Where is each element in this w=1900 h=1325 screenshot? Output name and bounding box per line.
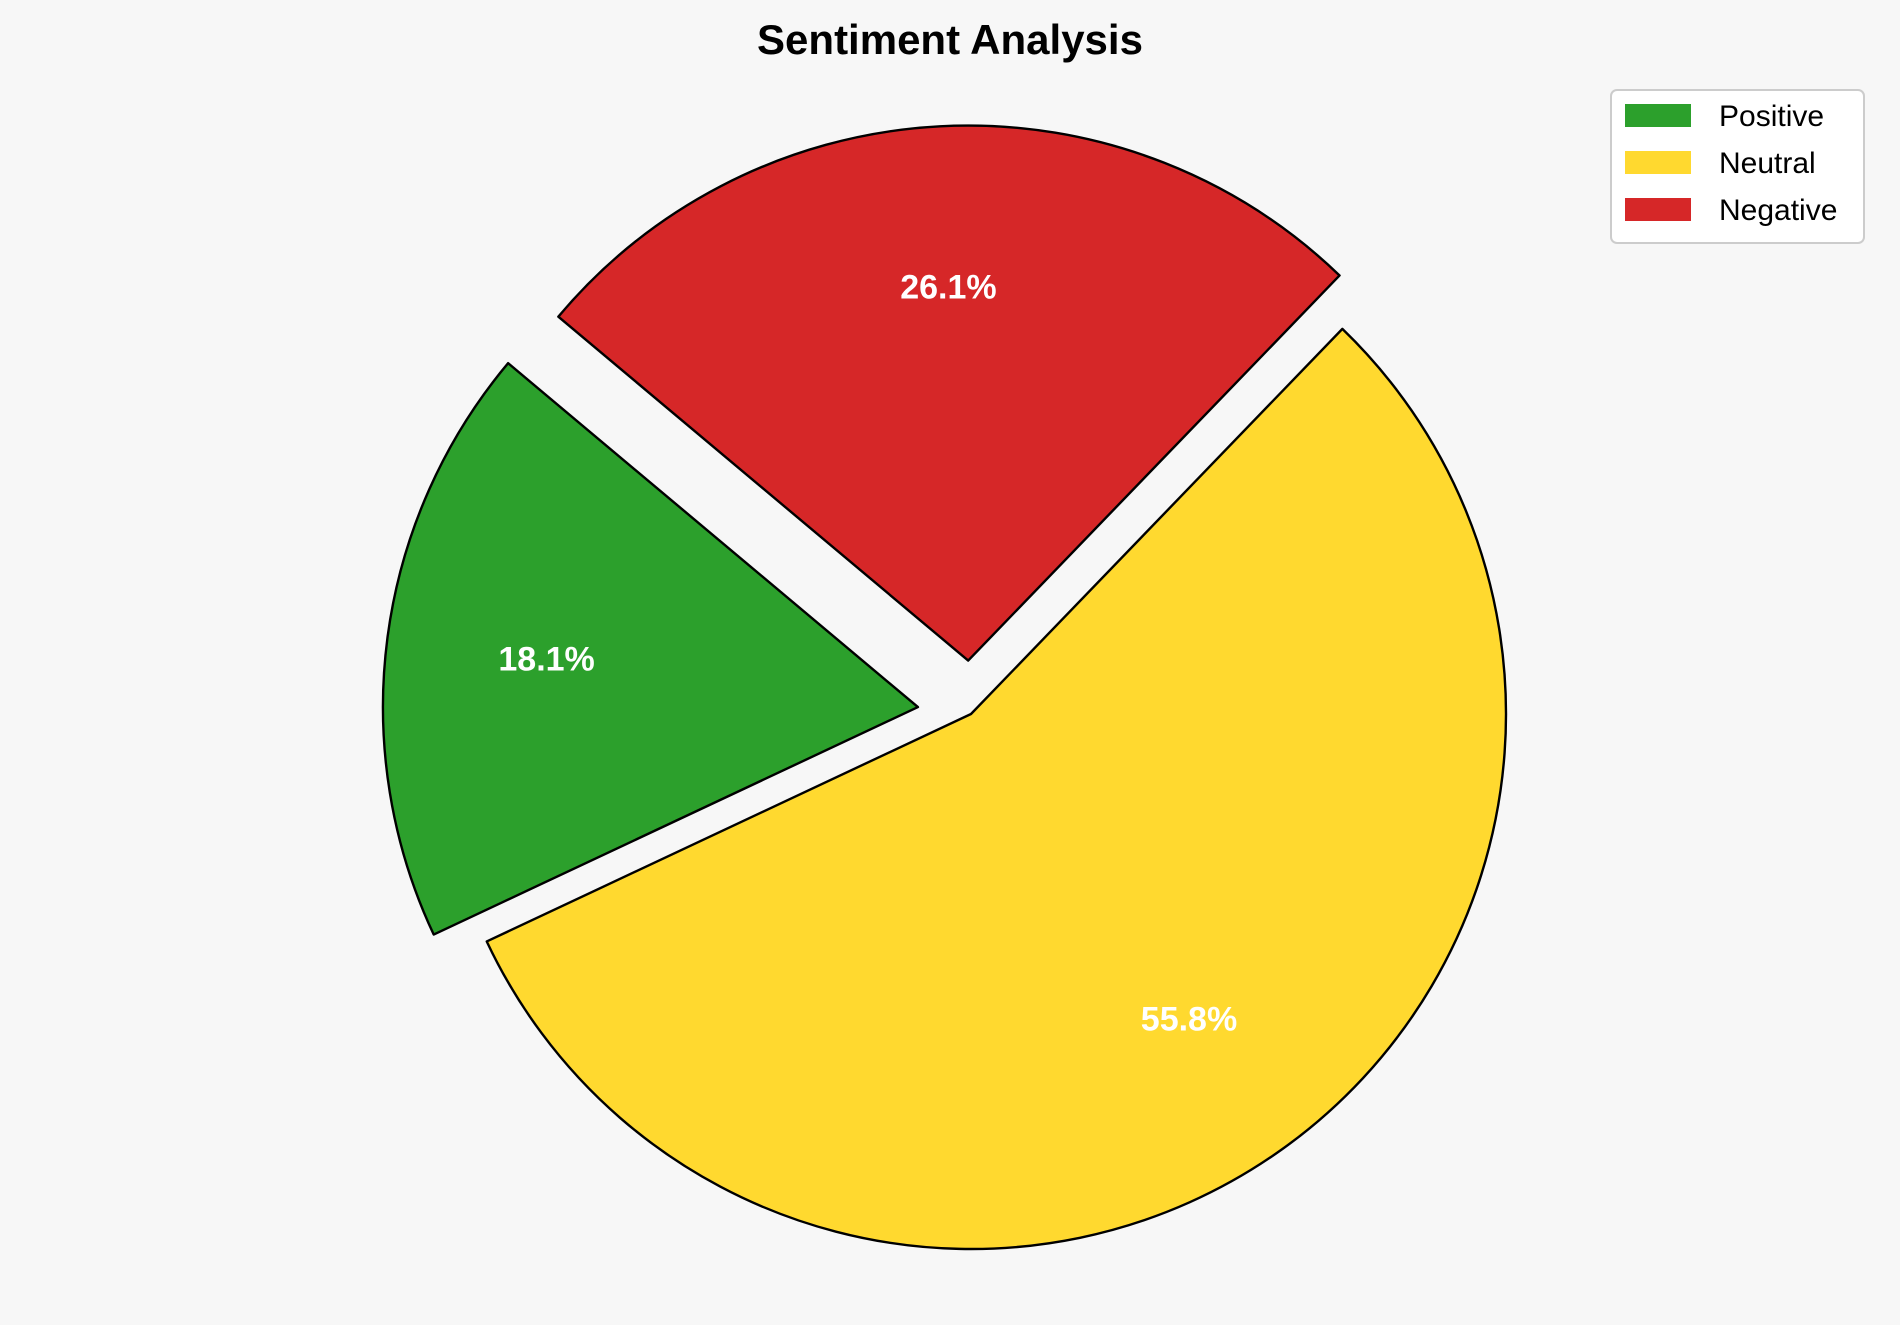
legend-swatch-neutral [1625, 151, 1691, 174]
chart-title: Sentiment Analysis [757, 16, 1143, 63]
pie-label-neutral: 55.8% [1141, 1001, 1237, 1039]
pie-slice-neutral [485, 327, 1508, 1251]
pie-labels: 18.1% 55.8% 26.1% [498, 269, 1237, 1039]
pie-slice-positive [381, 362, 920, 936]
legend-label-positive: Positive [1719, 100, 1824, 133]
pie-slice-negative [557, 124, 1341, 662]
legend: Positive Neutral Negative [1610, 89, 1865, 244]
legend-swatch-negative [1625, 198, 1691, 221]
legend-label-negative: Negative [1719, 194, 1837, 227]
legend-swatch-positive [1625, 104, 1691, 127]
pie-slices [381, 124, 1508, 1251]
legend-label-neutral: Neutral [1719, 147, 1816, 180]
pie-label-positive: 18.1% [498, 641, 594, 679]
pie-label-negative: 26.1% [900, 269, 996, 307]
